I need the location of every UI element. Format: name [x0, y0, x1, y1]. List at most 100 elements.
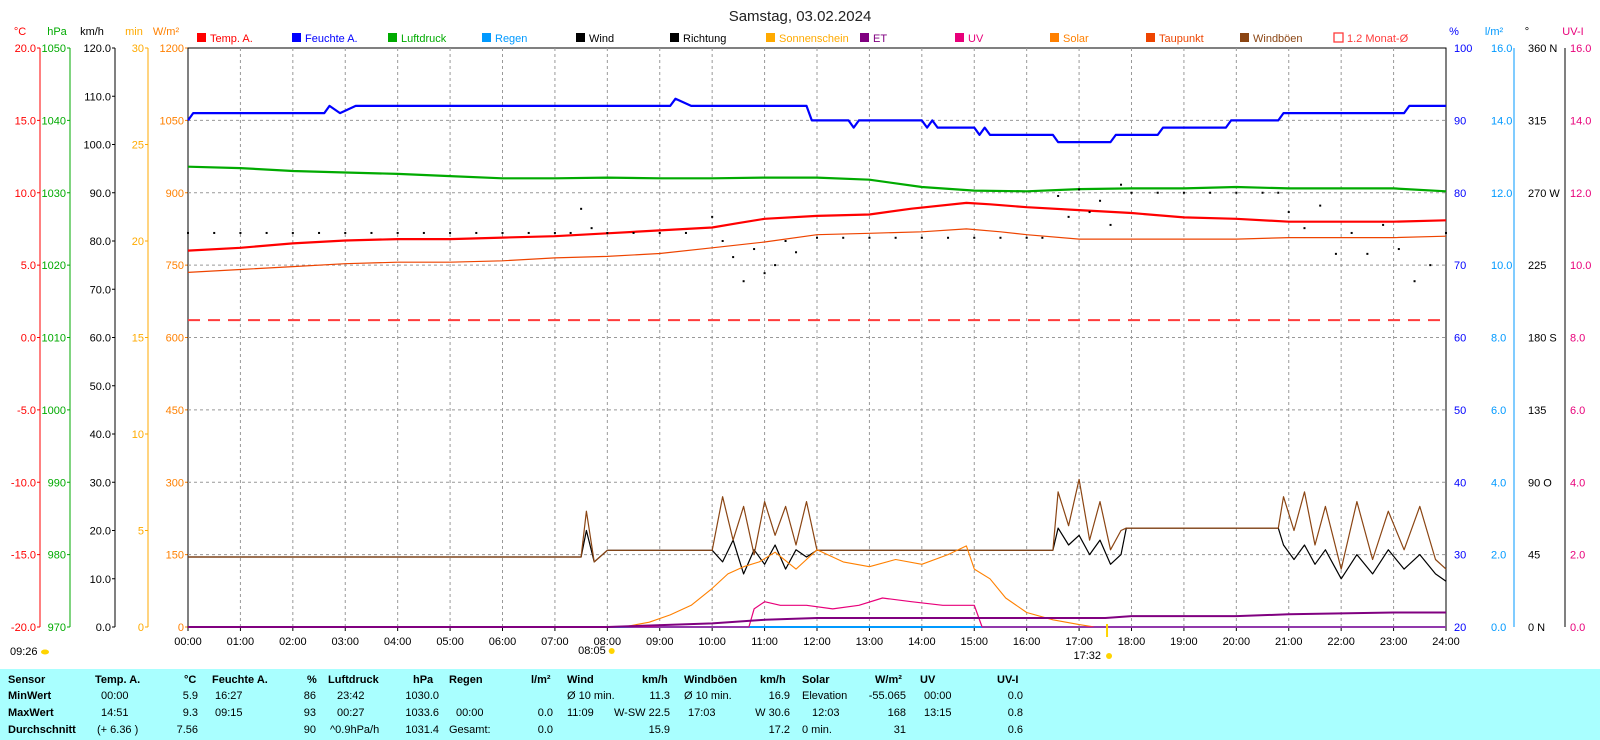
stats-cell: 0.0 [1007, 690, 1023, 702]
legend-item-label: Temp. A. [210, 33, 253, 45]
x-tick-label: 17:00 [1065, 636, 1093, 648]
axis-tick-label: 90.0 [90, 188, 111, 200]
stats-cell: 23:42 [337, 690, 365, 702]
direction-point [1277, 191, 1280, 194]
series-line-solar [188, 545, 1446, 628]
direction-point [449, 231, 452, 234]
legend-item-label: Solar [1063, 33, 1089, 45]
stats-cell: W 30.6 [755, 707, 790, 719]
axis-tick-label: 14.0 [1491, 115, 1512, 127]
stats-cell: 9.3 [182, 707, 198, 719]
series-line-taupunkt [187, 228, 1447, 273]
axis-tick-label: 70 [1454, 260, 1466, 272]
axis-tick-label: 50 [1454, 405, 1466, 417]
legend-item-label: Feuchte A. [305, 33, 358, 45]
axis-tick-label: 20 [132, 236, 144, 248]
chart-grid [188, 48, 1446, 627]
axis-tick-label: 900 [166, 188, 184, 200]
axis-tick-label: 10.0 [90, 574, 111, 586]
axis-tick-label: 12.0 [1570, 188, 1591, 200]
direction-point [291, 231, 294, 234]
chart-title: Samstag, 03.02.2024 [729, 8, 872, 25]
chart-legend: Temp. A. Feuchte A. Luftdruck Regen Wind Rich… [197, 32, 1409, 45]
sunrise-icon [608, 648, 615, 654]
legend-item-label: 1.2 Monat-Ø [1347, 33, 1409, 45]
legend-item-label: Taupunkt [1159, 33, 1204, 45]
legend-item-label: Wind [589, 33, 614, 45]
series-line-et [188, 611, 1446, 628]
x-tick-label: 12:00 [803, 636, 831, 648]
legend-item-label: Luftdruck [401, 33, 447, 45]
direction-point [213, 231, 216, 234]
direction-point [632, 231, 635, 234]
x-tick-label: 03:00 [331, 636, 359, 648]
axis-tick-label: 15 [132, 333, 144, 345]
axis-tick-label: 20 [1454, 622, 1466, 634]
stats-cell: 15.9 [648, 724, 670, 736]
direction-point [732, 256, 735, 259]
direction-point [1025, 236, 1028, 239]
axis-tick-label: 30 [132, 43, 144, 55]
stats-cell: 12:03 [812, 707, 840, 719]
series-line-feuchte-a [187, 97, 1446, 144]
legend-swatch [576, 33, 585, 42]
direction-point [721, 240, 724, 242]
stats-header-sensor: Sensor [8, 674, 46, 686]
stats-cell: 09:15 [215, 707, 243, 719]
x-tick-label: 13:00 [856, 636, 884, 648]
axis-tick-label: 16.0 [1491, 43, 1512, 55]
stats-header-temp-unit: °C [184, 674, 197, 686]
x-tick-label: 24:00 [1432, 636, 1460, 648]
axis-tick-label: 12.0 [1491, 188, 1512, 200]
legend-swatch [197, 33, 206, 42]
stats-cell: 93 [303, 707, 316, 719]
x-tick-label: 08:00 [594, 636, 622, 648]
legend-swatch [388, 33, 397, 42]
direction-point [1382, 223, 1385, 226]
axis-tick-label: 0 N [1528, 622, 1545, 634]
direction-point [1078, 188, 1081, 191]
axis-tick-label: 10.0 [1570, 260, 1591, 272]
direction-point [774, 264, 777, 267]
legend-item-label: ET [873, 33, 887, 45]
axis-tick-label: 30 [1454, 550, 1466, 562]
legend-swatch [1146, 33, 1155, 42]
direction-point [658, 231, 661, 234]
stats-cell: 86 [303, 690, 316, 702]
direction-point [501, 231, 504, 234]
axis-tick-label: 180 S [1528, 333, 1557, 345]
axis-tick-label: 1050 [42, 43, 66, 55]
direction-point [784, 240, 787, 242]
axis-unit-label: hPa [47, 26, 67, 38]
stats-cell: 00:00 [456, 707, 484, 719]
axis-tick-label: 1030 [42, 188, 66, 200]
axis-tick-label: 14.0 [1570, 115, 1591, 127]
stats-cell: W-SW 22.5 [613, 707, 670, 719]
axis-tick-label: 0 [178, 622, 184, 634]
axis-tick-label: 980 [48, 550, 66, 562]
stats-cell: 31 [893, 724, 906, 736]
axis-tick-label: 225 [1528, 260, 1546, 272]
stats-cell: 14:51 [101, 707, 129, 719]
direction-point [1350, 231, 1353, 234]
direction-point [527, 231, 530, 234]
stats-cell: Gesamt: [449, 724, 491, 736]
axis-tick-label: 20.0 [90, 526, 111, 538]
x-tick-label: 15:00 [960, 636, 988, 648]
axis-tick-label: 10.0 [15, 188, 36, 200]
weather-chart: Samstag, 03.02.2024 Temp. A. Feuchte A. Lu… [10, 8, 1591, 662]
sunset-icon [1106, 653, 1113, 659]
axis-tick-label: 0.0 [21, 333, 36, 345]
stats-header-hum: Feuchte A. [212, 674, 268, 686]
direction-point [1261, 191, 1264, 194]
series-line-windb-en [188, 478, 1447, 570]
direction-point [239, 231, 242, 234]
axis-tick-label: 970 [48, 622, 66, 634]
stats-cell: 0.6 [1007, 724, 1023, 736]
series-line-uv [188, 597, 1446, 628]
series-line-wind [188, 527, 1447, 582]
legend-item-label: UV [968, 33, 984, 45]
stats-cell: 1030.0 [405, 690, 439, 702]
x-tick-label: 09:00 [646, 636, 674, 648]
direction-point [1209, 191, 1212, 194]
